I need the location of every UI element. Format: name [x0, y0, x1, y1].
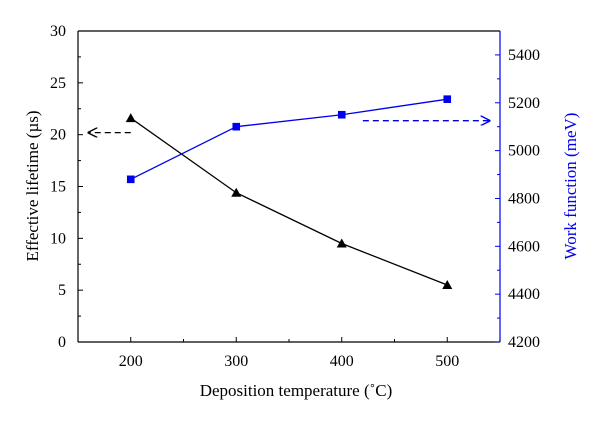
annotation-layer: [89, 121, 490, 133]
series-1-point: [336, 238, 347, 248]
series-1-point: [231, 187, 242, 197]
y-right-tick-label: 5000: [508, 143, 540, 160]
x-axis-title: Deposition temperature (˚C): [200, 381, 393, 400]
y-right-tick-label: 4400: [508, 286, 540, 303]
x-tick-label: 200: [119, 353, 143, 370]
series-2-point: [126, 175, 135, 184]
x-tick-label: 300: [224, 353, 248, 370]
series-1-line: [130, 117, 448, 286]
x-tick-label: 500: [435, 353, 459, 370]
y-left-tick-label: 5: [58, 282, 66, 299]
y-left-tick-label: 20: [50, 127, 66, 144]
plot-frame: [77, 30, 501, 343]
y-right-tick-label: 4600: [508, 238, 540, 255]
series-1-point: [442, 279, 453, 289]
y-left-tick-label: 30: [50, 23, 66, 40]
y-left-tick-label: 25: [50, 75, 66, 92]
y-right-tick-label: 5400: [508, 47, 540, 64]
y-right-tick-label: 5200: [508, 95, 540, 112]
y-right-tick-label: 4200: [508, 334, 540, 351]
y-left-tick-label: 10: [50, 230, 66, 247]
y-left-tick-label: 15: [50, 179, 66, 196]
y-left-axis-title: Effective lifetime (µs): [23, 110, 42, 261]
series-2-point: [443, 95, 452, 103]
axis-ticks: 200 300 400 5000510152025304200440046004800…: [50, 23, 540, 370]
x-tick-label: 400: [330, 353, 354, 370]
series-layer: [125, 95, 453, 289]
y-right-axis-title: Work function (meV): [561, 113, 580, 260]
y-left-tick-label: 0: [58, 334, 66, 351]
series-2-point: [337, 110, 346, 119]
series-2-line: [130, 98, 448, 180]
series-1-point: [125, 113, 136, 123]
y-right-tick-label: 4800: [508, 190, 540, 207]
series-2-point: [232, 122, 241, 131]
